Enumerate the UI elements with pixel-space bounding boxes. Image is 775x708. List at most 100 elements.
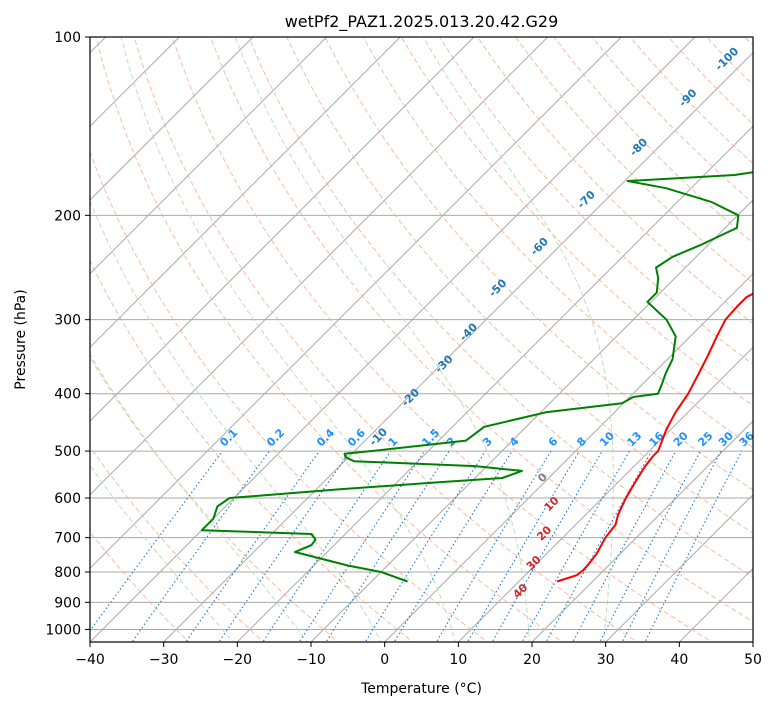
mixing-ratio-line [218, 450, 351, 642]
dry-adiabat [591, 37, 753, 204]
mixing-ratio-line [364, 450, 486, 642]
y-tick-label: 100 [54, 30, 81, 46]
x-tick-label: 40 [670, 652, 688, 668]
mixing-ratio-label: 4 [507, 434, 522, 449]
mixing-ratio-label: 25 [695, 429, 715, 449]
isotherm-line [236, 125, 753, 642]
isotherm-line [90, 37, 475, 422]
mixing-ratio-label: 30 [716, 429, 736, 449]
freezing-level-label: 0 [535, 470, 550, 485]
mixing-ratio-label: 3 [480, 435, 495, 450]
x-tick-label: 50 [744, 652, 762, 668]
x-tick-label: 30 [597, 652, 615, 668]
moist-adiabat-label: -20 [399, 386, 422, 409]
isotherm-line [605, 493, 753, 642]
moist-adiabat-label: -70 [575, 188, 598, 211]
background-lines [90, 37, 753, 642]
isotherm-line [90, 37, 622, 570]
moist-adiabat-label: -60 [528, 235, 551, 258]
moist-adiabat-label: -80 [627, 135, 650, 158]
mixing-ratio-line [572, 450, 677, 642]
x-axis-label: Temperature (°C) [360, 681, 482, 697]
temperature-line [556, 292, 753, 583]
y-tick-label: 300 [54, 313, 81, 329]
isotherm-line [163, 51, 753, 642]
dry-adiabat [133, 37, 638, 642]
dry-adiabat [553, 37, 753, 244]
dry-adiabat [210, 37, 753, 623]
y-tick-label: 900 [54, 595, 81, 611]
isotherm-line [310, 199, 753, 642]
mixing-ratio-line [466, 450, 580, 642]
mixing-ratio-line [599, 450, 701, 642]
moist-adiabat [90, 353, 308, 642]
isotherm-line [384, 272, 753, 642]
moist-adiabat [90, 464, 234, 642]
chart-title: wetPf2_PAZ1.2025.013.20.42.G29 [285, 12, 559, 32]
mixing-ratio-label: 36 [737, 429, 757, 449]
y-axis-label: Pressure (hPa) [13, 289, 29, 389]
isopleth-labels: 0.1 0.2 0.4 0.6 1 1.5 2 3 4 6 8 10 13 16 20 25 30 36-100-… [217, 44, 757, 601]
moist-adiabat [90, 199, 382, 642]
mixing-ratio-line [393, 450, 513, 642]
moist-adiabat [234, 37, 530, 642]
mixing-ratio-label: 0.4 [314, 426, 337, 449]
y-tick-label: 1000 [45, 622, 81, 638]
dry-adiabat [95, 37, 564, 642]
x-tick-label: 10 [449, 652, 467, 668]
dry-adiabat [90, 531, 190, 642]
mixing-ratio-label: 10 [597, 429, 617, 449]
dry-adiabat [90, 259, 414, 642]
plot-frame [89, 36, 754, 643]
x-tick-label: −30 [149, 652, 179, 668]
dry-adiabat [171, 37, 713, 642]
mixing-ratio-label: 13 [624, 429, 644, 449]
isotherm-line [678, 567, 753, 642]
x-axis: −40 −30 −20 −10 0 10 20 30 40 50 [75, 642, 762, 668]
mixing-ratio-line [185, 450, 320, 642]
dry-adiabat-label: 40 [510, 581, 530, 601]
dry-adiabat-label: 10 [542, 494, 562, 514]
isotherm-line [90, 37, 254, 201]
dry-adiabat [90, 150, 489, 642]
dry-adiabat-label: 30 [524, 553, 544, 573]
x-tick-label: −20 [223, 652, 253, 668]
isotherm-line [90, 37, 401, 349]
isotherm-line [531, 420, 753, 642]
dry-adiabat [90, 356, 339, 642]
sounding-lines [200, 171, 753, 583]
mixing-ratio-line [325, 450, 450, 642]
mixing-ratio-label: 0.1 [217, 426, 240, 449]
mixing-ratio-label: 0.6 [345, 426, 368, 449]
mixing-ratio-label: 20 [671, 429, 691, 449]
dry-adiabat [286, 37, 753, 534]
dry-adiabat [324, 37, 753, 491]
y-axis: 100 200 300 400 500 600 700 800 900 1000 [45, 30, 90, 638]
mixing-ratio-line [298, 450, 425, 642]
dry-adiabat [706, 37, 753, 86]
y-tick-label: 500 [54, 444, 81, 460]
moist-adiabat [422, 37, 614, 642]
y-tick-label: 800 [54, 565, 81, 581]
moist-adiabat-label: -10 [367, 425, 390, 448]
mixing-ratio-label: 16 [647, 429, 667, 449]
y-tick-label: 200 [54, 208, 81, 224]
mixing-ratio-line [262, 450, 392, 642]
moist-adiabat-label: -50 [486, 276, 509, 299]
moist-adiabat-label: -90 [676, 86, 699, 109]
dry-adiabat [248, 37, 753, 578]
dry-adiabat [438, 37, 753, 366]
isotherm-line [90, 37, 549, 496]
isotherm-line [90, 37, 696, 642]
dry-adiabat [362, 37, 753, 449]
dry-adiabat [477, 37, 753, 325]
dry-adiabat-label: 20 [534, 523, 554, 543]
dry-adiabat [515, 37, 753, 284]
dry-adiabat [90, 445, 265, 642]
mixing-ratio-label: 8 [574, 435, 589, 450]
moist-adiabat-label: -30 [432, 352, 455, 375]
dewpoint-line [200, 171, 753, 583]
mixing-ratio-line [621, 450, 722, 642]
dry-adiabat [744, 37, 753, 47]
